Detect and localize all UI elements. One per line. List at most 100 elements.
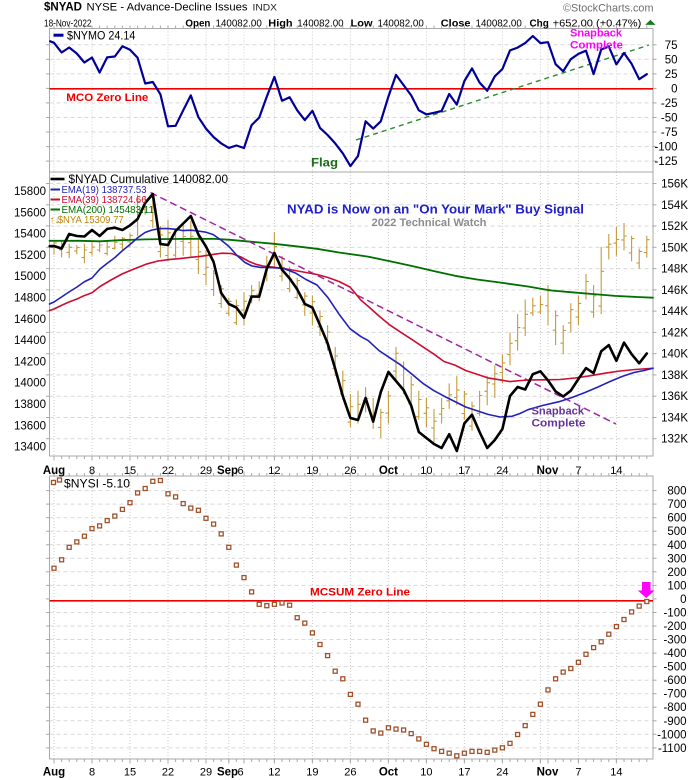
svg-text:MCSUM Zero Line: MCSUM Zero Line [310, 587, 410, 599]
svg-text:14: 14 [610, 465, 622, 477]
svg-text:8: 8 [89, 465, 95, 477]
svg-text:-100: -100 [654, 142, 677, 154]
svg-text:-500: -500 [663, 662, 686, 674]
svg-text:154K: 154K [661, 200, 688, 212]
svg-text:Aug: Aug [43, 767, 65, 779]
svg-text:134K: 134K [661, 413, 688, 425]
svg-text:15000: 15000 [14, 271, 46, 283]
svg-text:-1000: -1000 [657, 729, 686, 741]
svg-text:22: 22 [162, 767, 174, 779]
svg-text:Low: Low [351, 19, 373, 30]
svg-text:2022 Technical Watch: 2022 Technical Watch [372, 217, 487, 229]
svg-text:-200: -200 [663, 621, 686, 633]
svg-text:18-Nov-2022: 18-Nov-2022 [44, 18, 92, 30]
svg-text:-800: -800 [663, 702, 686, 714]
svg-text:$NYAD Cumulative 140082.00: $NYAD Cumulative 140082.00 [69, 172, 229, 186]
svg-text:-600: -600 [663, 675, 686, 687]
svg-text:148K: 148K [661, 264, 688, 276]
svg-text:152K: 152K [661, 221, 688, 233]
svg-text:140082.00: 140082.00 [378, 19, 425, 30]
svg-text:-1100: -1100 [658, 743, 687, 755]
svg-text:24: 24 [496, 465, 508, 477]
svg-text:25: 25 [665, 69, 678, 81]
svg-text:Nov: Nov [537, 465, 559, 477]
svg-text:14800: 14800 [14, 293, 46, 305]
svg-text:$NYA 15309.77: $NYA 15309.77 [58, 214, 124, 226]
svg-text:17: 17 [458, 767, 470, 779]
svg-text:Nov: Nov [537, 767, 559, 779]
svg-text:22: 22 [162, 465, 174, 477]
svg-text:$NYSI -5.10: $NYSI -5.10 [64, 477, 130, 491]
svg-text:15400: 15400 [14, 229, 46, 241]
svg-text:800: 800 [667, 486, 686, 498]
svg-text:140K: 140K [661, 349, 688, 361]
svg-text:0: 0 [680, 594, 686, 606]
svg-text:144K: 144K [661, 306, 688, 318]
svg-text:14600: 14600 [14, 314, 46, 326]
svg-text:19: 19 [306, 465, 318, 477]
svg-text:MCO Zero Line: MCO Zero Line [66, 92, 148, 104]
svg-text:15: 15 [124, 767, 136, 779]
svg-text:138K: 138K [661, 370, 688, 382]
svg-text:29: 29 [200, 767, 212, 779]
svg-text:24: 24 [496, 767, 508, 779]
svg-text:13800: 13800 [14, 399, 46, 411]
svg-text:132K: 132K [661, 434, 688, 446]
svg-text:156K: 156K [661, 179, 688, 191]
svg-text:12: 12 [268, 767, 280, 779]
svg-text:500: 500 [667, 526, 686, 538]
svg-text:Sep: Sep [217, 465, 238, 477]
svg-text:140082.00: 140082.00 [476, 19, 523, 30]
svg-text:600: 600 [667, 513, 686, 525]
svg-text:75: 75 [665, 40, 678, 52]
svg-text:-400: -400 [663, 648, 686, 660]
svg-text:-75: -75 [661, 127, 678, 139]
svg-text:Open: Open [185, 19, 210, 30]
svg-text:+652.00 (+0.47%): +652.00 (+0.47%) [553, 19, 642, 30]
svg-text:13600: 13600 [14, 420, 46, 432]
svg-text:17: 17 [458, 465, 470, 477]
svg-text:NYAD is Now on an "On Your Mar: NYAD is Now on an "On Your Mark" Buy Sig… [287, 202, 584, 217]
svg-text:Oct: Oct [379, 465, 398, 477]
svg-text:14400: 14400 [14, 335, 46, 347]
svg-text:Snapback: Snapback [570, 28, 623, 40]
svg-text:10: 10 [420, 465, 432, 477]
svg-text:7: 7 [575, 465, 581, 477]
svg-text:400: 400 [667, 540, 686, 552]
svg-text:EMA(19) 138737.53: EMA(19) 138737.53 [62, 184, 147, 196]
svg-text:15: 15 [124, 465, 136, 477]
svg-text:15600: 15600 [14, 207, 46, 219]
svg-text:-700: -700 [663, 689, 686, 701]
svg-text:Flag: Flag [311, 156, 338, 170]
svg-text:Snapback: Snapback [532, 406, 585, 418]
svg-text:15200: 15200 [14, 250, 46, 262]
svg-text:19: 19 [306, 767, 318, 779]
svg-text:26: 26 [344, 465, 356, 477]
svg-text:13400: 13400 [14, 442, 46, 454]
svg-text:140082.00: 140082.00 [216, 19, 263, 30]
svg-text:Sep: Sep [217, 767, 238, 779]
svg-text:-100: -100 [663, 608, 686, 620]
svg-text:$NYAD: $NYAD [44, 2, 82, 14]
svg-text:↑↓: ↑↓ [50, 215, 60, 226]
svg-text:7: 7 [575, 767, 581, 779]
svg-text:300: 300 [667, 553, 686, 565]
svg-text:6: 6 [237, 465, 243, 477]
svg-text:-25: -25 [661, 98, 678, 110]
svg-text:-50: -50 [661, 113, 678, 125]
svg-text:146K: 146K [661, 285, 688, 297]
svg-text:Close: Close [441, 19, 471, 30]
svg-text:200: 200 [667, 567, 686, 579]
svg-text:140082.00: 140082.00 [297, 19, 344, 30]
svg-text:Chg: Chg [530, 19, 549, 30]
svg-text:100: 100 [667, 580, 686, 592]
svg-text:14000: 14000 [14, 378, 46, 390]
svg-text:Complete: Complete [570, 40, 623, 52]
svg-text:14200: 14200 [14, 356, 46, 368]
svg-text:150K: 150K [661, 242, 688, 254]
svg-text:8: 8 [89, 767, 95, 779]
svg-text:15800: 15800 [14, 186, 46, 198]
svg-text:Aug: Aug [43, 465, 65, 477]
svg-text:50: 50 [665, 54, 678, 66]
svg-text:12: 12 [268, 465, 280, 477]
